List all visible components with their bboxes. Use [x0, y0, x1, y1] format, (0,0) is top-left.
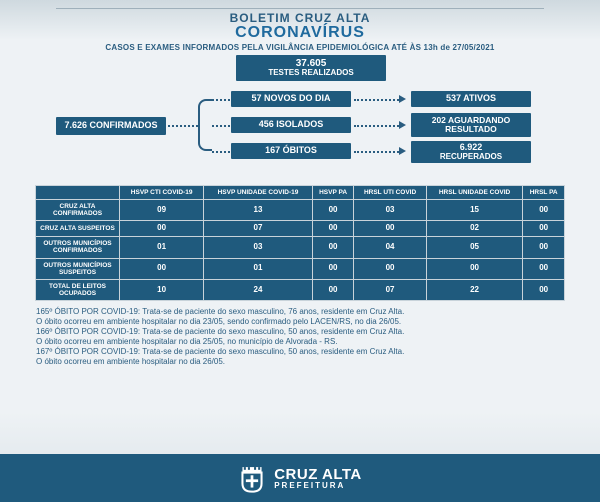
- tests-label: TESTES REALIZADOS: [268, 69, 353, 77]
- conn: [354, 151, 399, 153]
- obitos-value: 167 ÓBITOS: [265, 146, 317, 155]
- top-rule: [56, 8, 544, 9]
- confirmed-value: 7.626 CONFIRMADOS: [64, 121, 157, 130]
- cell: 01: [204, 258, 312, 279]
- header-line1: BOLETIM CRUZ ALTA: [16, 11, 584, 25]
- box-tests: 37.605 TESTES REALIZADOS: [236, 55, 386, 81]
- conn: [354, 125, 399, 127]
- table-header-row: HSVP CTI COVID-19 HSVP UNIDADE COVID-19 …: [36, 186, 565, 200]
- cell: 09: [120, 200, 204, 221]
- flow-diagram: 37.605 TESTES REALIZADOS 7.626 CONFIRMAD…: [16, 55, 584, 183]
- conn: [212, 151, 230, 153]
- col-3: HRSL UTI COVID: [354, 186, 426, 200]
- col-1: HSVP UNIDADE COVID-19: [204, 186, 312, 200]
- footer-bar: CRUZ ALTA PREFEITURA: [0, 454, 600, 502]
- col-2: HSVP PA: [312, 186, 354, 200]
- row-label: TOTAL DE LEITOS OCUPADOS: [36, 279, 120, 300]
- cell: 00: [120, 258, 204, 279]
- row-label: OUTROS MUNICÍPIOS SUSPEITOS: [36, 258, 120, 279]
- cell: 03: [354, 200, 426, 221]
- box-aguardando: 202 AGUARDANDO RESULTADO: [411, 113, 531, 137]
- arrow-icon: [399, 147, 406, 155]
- bulletin-page: BOLETIM CRUZ ALTA CORONAVÍRUS CASOS E EX…: [0, 0, 600, 502]
- cell: 00: [120, 221, 204, 237]
- death-notes: 165º ÓBITO POR COVID-19: Trata-se de pac…: [36, 307, 564, 367]
- table-row: OUTROS MUNICÍPIOS CONFIRMADOS 01 03 00 0…: [36, 237, 565, 258]
- cell: 10: [120, 279, 204, 300]
- cell: 04: [354, 237, 426, 258]
- ativos-value: 537 ATIVOS: [446, 94, 496, 103]
- table-row: CRUZ ALTA CONFIRMADOS 09 13 00 03 15 00: [36, 200, 565, 221]
- row-label: CRUZ ALTA CONFIRMADOS: [36, 200, 120, 221]
- beds-table: HSVP CTI COVID-19 HSVP UNIDADE COVID-19 …: [35, 185, 565, 301]
- cell: 00: [523, 221, 565, 237]
- row-label: CRUZ ALTA SUSPEITOS: [36, 221, 120, 237]
- cell: 02: [426, 221, 523, 237]
- cell: 00: [312, 200, 354, 221]
- cell: 00: [523, 237, 565, 258]
- bracket: [198, 99, 212, 151]
- col-4: HRSL UNIDADE COVID: [426, 186, 523, 200]
- footer-brand: CRUZ ALTA PREFEITURA: [238, 463, 362, 493]
- box-ativos: 537 ATIVOS: [411, 91, 531, 107]
- cell: 15: [426, 200, 523, 221]
- cell: 00: [523, 200, 565, 221]
- cell: 00: [312, 258, 354, 279]
- isolados-value: 456 ISOLADOS: [259, 120, 324, 129]
- conn: [212, 125, 230, 127]
- note-line: O óbito ocorreu em ambiente hospitalar n…: [36, 317, 564, 327]
- header-line2: CORONAVÍRUS: [16, 24, 584, 42]
- table-row: TOTAL DE LEITOS OCUPADOS 10 24 00 07 22 …: [36, 279, 565, 300]
- cell: 13: [204, 200, 312, 221]
- footer-name: CRUZ ALTA: [274, 467, 362, 482]
- header-subtitle: CASOS E EXAMES INFORMADOS PELA VIGILÂNCI…: [16, 43, 584, 52]
- conn: [168, 125, 198, 127]
- city-crest-icon: [238, 463, 266, 493]
- cell: 03: [204, 237, 312, 258]
- cell: 00: [523, 279, 565, 300]
- note-line: O óbito ocorreu em ambiente hospitalar n…: [36, 337, 564, 347]
- box-isolados: 456 ISOLADOS: [231, 117, 351, 133]
- box-recuperados: 6.922 RECUPERADOS: [411, 141, 531, 163]
- aguardando-label: RESULTADO: [445, 125, 497, 134]
- recup-label: RECUPERADOS: [440, 153, 502, 161]
- conn: [212, 99, 230, 101]
- note-line: 167º ÓBITO POR COVID-19: Trata-se de pac…: [36, 347, 564, 357]
- table-row: OUTROS MUNICÍPIOS SUSPEITOS 00 01 00 00 …: [36, 258, 565, 279]
- box-confirmed: 7.626 CONFIRMADOS: [56, 117, 166, 135]
- box-obitos: 167 ÓBITOS: [231, 143, 351, 159]
- footer-text: CRUZ ALTA PREFEITURA: [274, 467, 362, 490]
- cell: 05: [426, 237, 523, 258]
- box-novos: 57 NOVOS DO DIA: [231, 91, 351, 107]
- cell: 01: [120, 237, 204, 258]
- cell: 07: [354, 279, 426, 300]
- cell: 07: [204, 221, 312, 237]
- row-label: OUTROS MUNICÍPIOS CONFIRMADOS: [36, 237, 120, 258]
- cell: 00: [523, 258, 565, 279]
- cell: 00: [312, 221, 354, 237]
- note-line: O óbito ocorreu em ambiente hospitalar n…: [36, 357, 564, 367]
- cell: 00: [426, 258, 523, 279]
- note-line: 165º ÓBITO POR COVID-19: Trata-se de pac…: [36, 307, 564, 317]
- arrow-icon: [399, 121, 406, 129]
- col-0: HSVP CTI COVID-19: [120, 186, 204, 200]
- arrow-icon: [399, 95, 406, 103]
- cell: 00: [354, 258, 426, 279]
- novos-value: 57 NOVOS DO DIA: [251, 94, 330, 103]
- table-row: CRUZ ALTA SUSPEITOS 00 07 00 00 02 00: [36, 221, 565, 237]
- conn: [354, 99, 399, 101]
- cell: 24: [204, 279, 312, 300]
- table-corner: [36, 186, 120, 200]
- cell: 00: [354, 221, 426, 237]
- cell: 00: [312, 237, 354, 258]
- col-5: HRSL PA: [523, 186, 565, 200]
- note-line: 166º ÓBITO POR COVID-19: Trata-se de pac…: [36, 327, 564, 337]
- cell: 22: [426, 279, 523, 300]
- cell: 00: [312, 279, 354, 300]
- footer-sub: PREFEITURA: [274, 482, 362, 490]
